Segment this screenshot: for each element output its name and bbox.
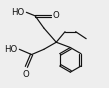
Text: O: O	[53, 11, 60, 20]
Text: O: O	[23, 70, 30, 79]
Text: HO: HO	[11, 8, 25, 17]
Text: HO: HO	[4, 45, 18, 54]
